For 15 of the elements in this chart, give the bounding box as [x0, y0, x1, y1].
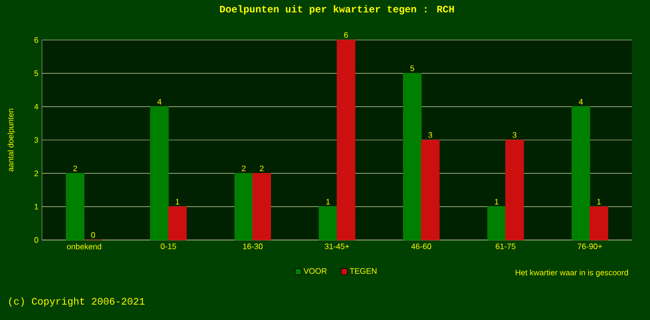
bar	[150, 106, 169, 240]
bar	[487, 206, 506, 240]
bar	[168, 206, 187, 240]
text: (c) Copyright 2006-2021	[9, 297, 145, 307]
bar	[66, 173, 84, 240]
bar	[572, 106, 590, 240]
bar	[336, 40, 356, 240]
bar	[252, 173, 272, 240]
bar	[234, 173, 254, 240]
bar	[590, 206, 608, 240]
bar	[505, 140, 524, 240]
bar	[318, 206, 338, 240]
bar	[420, 140, 440, 240]
chart-title: Doelpunten uit per kwartier tegen : RCH	[220, 5, 454, 14]
bar	[402, 73, 422, 240]
